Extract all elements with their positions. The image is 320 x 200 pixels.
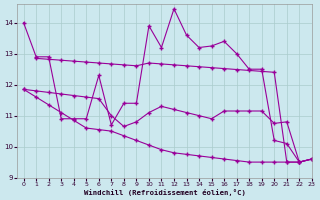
X-axis label: Windchill (Refroidissement éolien,°C): Windchill (Refroidissement éolien,°C)	[84, 189, 245, 196]
